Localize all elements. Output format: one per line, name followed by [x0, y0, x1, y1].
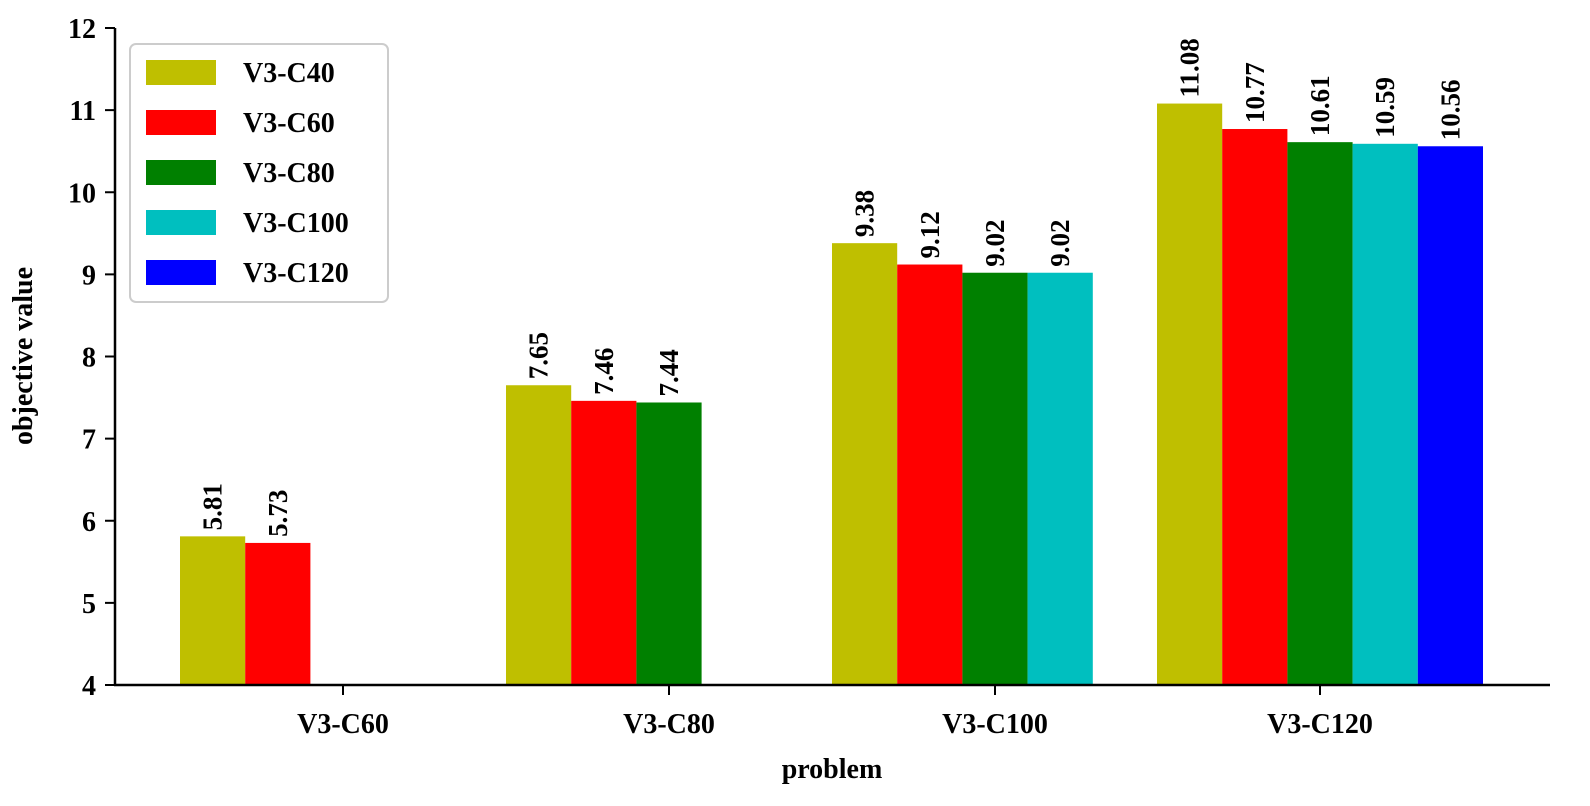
legend-label: V3-C120 — [243, 258, 349, 289]
legend-swatch — [146, 110, 216, 135]
y-tick-label: 9 — [82, 260, 96, 291]
bar — [245, 542, 311, 685]
bar-value-label: 10.56 — [1435, 80, 1465, 141]
y-tick-label: 7 — [82, 425, 96, 456]
legend-label: V3-C80 — [243, 158, 335, 189]
bar-value-labels: 5.81 5.73 7.65 7.46 7.44 9.38 9.12 9.02 9.02 11.0… — [198, 38, 1466, 537]
y-tick-label: 8 — [82, 343, 96, 374]
legend: V3-C40 V3-C60 V3-C80 V3-C100 V3-C120 — [129, 43, 389, 303]
legend-label: V3-C40 — [243, 58, 335, 89]
bar — [506, 385, 572, 685]
legend-swatch — [146, 260, 216, 285]
bar — [897, 264, 963, 685]
bar — [1157, 103, 1223, 686]
x-axis-label: problem — [782, 754, 883, 785]
bar-value-label: 9.02 — [1045, 219, 1075, 266]
bars-group — [180, 103, 1483, 686]
bar-value-label: 10.77 — [1240, 62, 1270, 123]
x-tick-label: V3-C120 — [1267, 709, 1373, 740]
x-tick-label: V3-C100 — [942, 709, 1048, 740]
bar-value-label: 9.38 — [850, 190, 880, 237]
bar-value-label: 5.73 — [263, 490, 293, 537]
y-tick-label: 6 — [82, 507, 96, 538]
y-tick-label: 10 — [68, 178, 96, 209]
legend-frame — [129, 43, 389, 303]
bar — [1222, 129, 1288, 686]
bar — [1287, 142, 1353, 685]
legend-label: V3-C100 — [243, 208, 349, 239]
bar — [571, 400, 637, 685]
legend-swatch — [146, 60, 216, 85]
bar — [636, 402, 702, 685]
bar-value-label: 9.02 — [980, 219, 1010, 266]
bar-value-label: 10.59 — [1370, 77, 1400, 138]
y-ticks-group: 4 5 6 7 8 9 10 11 12 — [68, 14, 115, 702]
y-tick-label: 11 — [70, 96, 96, 127]
x-tick-label: V3-C80 — [623, 709, 715, 740]
bar-value-label: 10.61 — [1305, 75, 1335, 136]
legend-swatch — [146, 160, 216, 185]
bar — [180, 536, 246, 685]
bar — [1027, 272, 1093, 685]
bar — [1352, 143, 1418, 685]
bar-value-label: 11.08 — [1175, 38, 1205, 97]
bar-value-label: 7.65 — [524, 332, 554, 379]
y-tick-label: 4 — [82, 671, 96, 702]
bar-value-label: 9.12 — [915, 211, 945, 258]
legend-swatch — [146, 210, 216, 235]
y-axis-label: objective value — [8, 267, 39, 445]
bar-value-label: 7.44 — [654, 349, 684, 396]
bar — [832, 243, 898, 686]
y-tick-label: 5 — [82, 589, 96, 620]
legend-label: V3-C60 — [243, 108, 335, 139]
bar — [1417, 146, 1483, 685]
x-tick-label: V3-C60 — [297, 709, 389, 740]
bar — [962, 272, 1028, 685]
bar-value-label: 5.81 — [198, 483, 228, 530]
x-ticks-group: V3-C60 V3-C80 V3-C100 V3-C120 — [297, 685, 1373, 740]
bar-value-label: 7.46 — [589, 348, 619, 395]
y-tick-label: 12 — [68, 14, 96, 45]
